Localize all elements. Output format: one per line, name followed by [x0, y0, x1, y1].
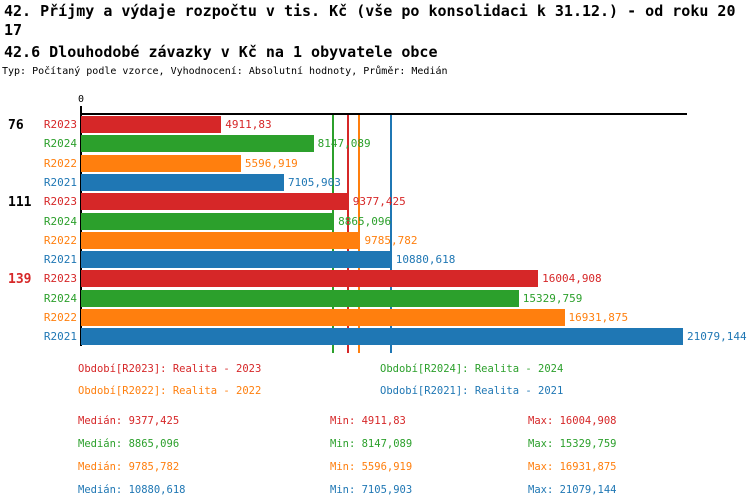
- bar-R2024: [81, 135, 314, 153]
- axis-zero-label: 0: [77, 94, 85, 105]
- stat-max: Max: 16931,875: [528, 461, 617, 473]
- chart-title: 42. Příjmy a výdaje rozpočtu v tis. Kč (…: [4, 2, 736, 40]
- legend-item: Období[R2022]: Realita - 2022: [78, 385, 262, 397]
- bar-series-label: R2023: [43, 118, 77, 131]
- bar-value-label: 5596,919: [244, 156, 298, 170]
- bar-R2022: [81, 309, 565, 326]
- bar-value-label: 16004,908: [542, 272, 602, 286]
- bar-R2023: [81, 270, 539, 288]
- bar-series-label: R2022: [43, 233, 77, 247]
- bar-series-label: R2022: [43, 156, 77, 170]
- bar-value-label: 4911,83: [225, 118, 272, 131]
- bar-series-label: R2024: [43, 214, 77, 228]
- chart-meta-line: Typ: Počítaný podle vzorce, Vyhodnocení:…: [2, 66, 448, 77]
- stat-max: Max: 15329,759: [528, 438, 617, 450]
- group-label: 139: [8, 272, 32, 288]
- legend-item: Období[R2023]: Realita - 2023: [78, 363, 262, 375]
- median-line-R2021: [389, 115, 392, 353]
- bar-R2022: [81, 154, 241, 172]
- bar-series-label: R2023: [43, 272, 77, 286]
- bar-series-label: R2022: [43, 311, 77, 324]
- stat-min: Min: 4911,83: [330, 415, 406, 427]
- legend-item: Období[R2024]: Realita - 2024: [380, 363, 564, 375]
- chart-title-line2: 17: [4, 21, 23, 39]
- stat-min: Min: 5596,919: [330, 461, 413, 473]
- bar-value-label: 9785,782: [364, 233, 418, 247]
- bar-series-label: R2021: [43, 175, 77, 189]
- bar-R2021: [81, 173, 284, 191]
- stat-max: Max: 16004,908: [528, 415, 617, 427]
- bar-R2024: [81, 289, 519, 307]
- bar-R2024: [81, 212, 335, 230]
- bar-series-label: R2024: [43, 291, 77, 305]
- bar-value-label: 9377,425: [352, 195, 406, 209]
- bar-R2021: [81, 251, 392, 269]
- bar-series-label: R2023: [43, 195, 77, 209]
- bar-value-label: 21079,144: [687, 330, 747, 344]
- stat-median: Medián: 9785,782: [78, 461, 180, 473]
- chart-subtitle: 42.6 Dlouhodobé závazky v Kč na 1 obyvat…: [4, 43, 438, 61]
- bar-series-label: R2021: [43, 330, 77, 344]
- bar-value-label: 16931,875: [568, 311, 629, 324]
- group-label: 76: [8, 118, 24, 133]
- bar-R2023: [81, 193, 349, 211]
- bar-value-label: 10880,618: [395, 253, 456, 267]
- x-axis-line: [80, 113, 687, 115]
- bar-R2023: [81, 116, 222, 133]
- stat-median: Medián: 10880,618: [78, 484, 186, 496]
- stat-min: Min: 7105,903: [330, 484, 413, 496]
- bar-value-label: 8865,096: [338, 214, 392, 228]
- stat-median: Medián: 8865,096: [78, 438, 180, 450]
- bar-value-label: 8147,089: [317, 137, 371, 151]
- bar-value-label: 7105,903: [287, 175, 341, 189]
- stat-min: Min: 8147,089: [330, 438, 413, 450]
- bar-series-label: R2021: [43, 253, 77, 267]
- stat-median: Medián: 9377,425: [78, 415, 180, 427]
- bar-R2022: [81, 231, 361, 249]
- bar-R2021: [81, 328, 683, 346]
- stat-max: Max: 21079,144: [528, 484, 617, 496]
- chart-title-line1: 42. Příjmy a výdaje rozpočtu v tis. Kč (…: [4, 2, 736, 20]
- bar-series-label: R2024: [43, 137, 77, 151]
- legend-item: Období[R2021]: Realita - 2021: [380, 385, 564, 397]
- group-label: 111: [8, 195, 32, 211]
- bar-value-label: 15329,759: [522, 291, 583, 305]
